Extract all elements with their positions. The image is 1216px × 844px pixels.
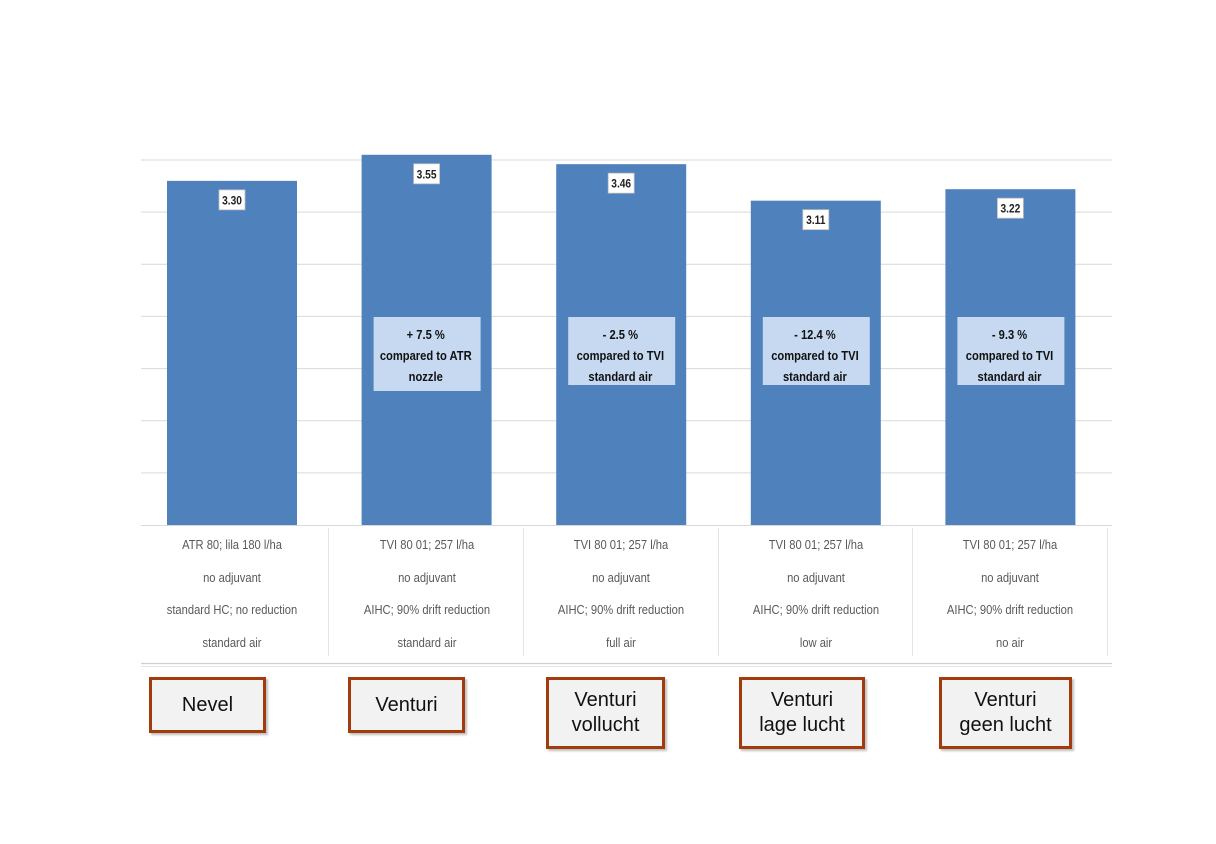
nozzle-label-text: vollucht [571,714,640,736]
category-separator [523,528,524,656]
category-label-line: standard air [397,634,457,650]
annotation-text: - 9.3 % [992,327,1028,342]
nozzle-label-text: lage lucht [759,714,845,736]
annotation-text: standard air [588,369,652,384]
annotation-text: compared to TVI [577,348,664,363]
category-label-line: AIHC; 90% drift reduction [558,602,685,617]
data-label-box [218,189,246,211]
category-label-line: TVI 80 01; 257 l/ha [768,537,864,552]
category-label: TVI 80 01; 257 l/ha no adjuvant AIHC; 90% … [538,529,705,655]
annotation-text: + 7.5 % [407,327,445,342]
category-separator [328,528,329,656]
annotation-text: compared to TVI [771,348,858,363]
annotation-box [568,317,676,385]
data-label-box [607,172,635,194]
annotation-box [957,317,1065,385]
nozzle-label-text: geen lucht [959,714,1052,736]
data-label: 3.22 [1000,203,1020,216]
annotation-box [762,317,870,385]
bar [167,180,297,525]
annotation-text: - 12.4 % [794,327,836,342]
category-label-line: full air [606,634,637,650]
category-label: TVI 80 01; 257 l/ha no adjuvant AIHC; 90% … [732,529,899,655]
category-label-line: no adjuvant [592,569,651,585]
data-label-box [802,209,830,231]
data-label-box [997,197,1024,219]
nozzle-label-box: Venturi lage lucht [739,677,865,749]
annotation-text: nozzle [409,369,443,384]
nozzle-label-box: Venturi geen lucht [939,677,1072,749]
nozzle-label-box: Venturi vollucht [546,677,665,749]
nozzle-label-text: Venturi [574,689,637,711]
category-label-line: AIHC; 90% drift reduction [363,602,490,617]
category-label-line: AIHC; 90% drift reduction [752,602,879,617]
category-label: ATR 80; lila 180 l/ha no adjuvant standard… [149,529,316,655]
data-label: 3.46 [611,178,631,191]
nozzle-label-box: Nevel [149,677,266,733]
data-label: 3.30 [222,195,242,208]
category-label-line: standard HC; no reduction [166,602,298,617]
category-label-line: no adjuvant [981,569,1040,585]
category-separator [1107,528,1108,656]
category-label-line: ATR 80; lila 180 l/ha [182,537,282,552]
category-label-line: no adjuvant [397,569,456,585]
nozzle-label-text: Nevel [181,693,234,716]
category-label: TVI 80 01; 257 l/ha no adjuvant AIHC; 90% … [343,529,510,655]
category-label-line: TVI 80 01; 257 l/ha [573,537,669,552]
category-label-line: no air [996,634,1025,650]
nozzle-label-box: Venturi [348,677,465,733]
category-label: TVI 80 01; 257 l/ha no adjuvant AIHC; 90% … [927,529,1094,655]
category-separator [718,528,719,656]
category-label-line: low air [799,634,832,650]
category-label-line: no adjuvant [203,569,261,585]
annotation-text: - 2.5 % [603,327,639,342]
nozzle-label-text: Venturi [770,689,834,711]
annotation-text: compared to ATR [380,348,472,363]
nozzle-label-text: Venturi [974,689,1037,711]
category-label-line: AIHC; 90% drift reduction [947,602,1074,617]
annotation-text: standard air [783,369,847,384]
category-label-line: no adjuvant [786,569,845,585]
category-label-line: TVI 80 01; 257 l/ha [963,537,1058,552]
annotation-text: standard air [978,369,1042,384]
data-label: 3.11 [806,214,825,227]
annotation-box [373,317,481,391]
annotation-text: compared to TVI [966,348,1053,363]
category-label-line: TVI 80 01; 257 l/ha [379,537,474,552]
nozzle-label-text: Venturi [375,693,438,716]
category-label-line: standard air [202,634,262,650]
data-label-box [413,163,441,185]
data-label: 3.55 [417,169,437,182]
category-separator [912,528,913,656]
